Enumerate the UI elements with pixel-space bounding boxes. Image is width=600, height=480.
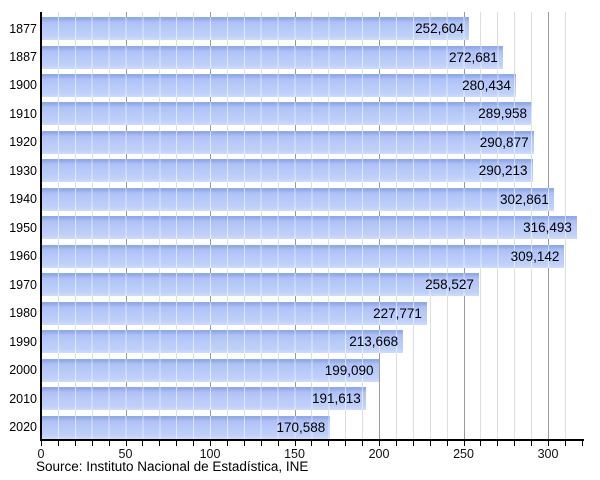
bar-value-label: 290,213 xyxy=(478,163,528,179)
bar: 258,527 xyxy=(42,273,479,297)
category-label: 1990 xyxy=(9,334,37,349)
bar: 272,681 xyxy=(42,45,503,69)
x-axis-tick xyxy=(74,441,76,446)
x-axis-tick-label: 50 xyxy=(118,447,133,461)
bar-value-label: 252,604 xyxy=(415,21,464,36)
x-axis-tick xyxy=(463,441,465,446)
bar: 199,090 xyxy=(42,358,379,382)
x-axis-tick-label: 300 xyxy=(537,447,559,461)
x-axis-tick xyxy=(497,441,499,446)
bar: 170,588 xyxy=(42,415,331,439)
bar: 289,958 xyxy=(42,102,532,126)
bar-value-label: 316,493 xyxy=(523,220,572,236)
x-axis-tick xyxy=(395,441,397,446)
x-axis-tick xyxy=(159,441,161,446)
x-axis-tick-label: 0 xyxy=(37,447,45,461)
bar-value-label: 213,668 xyxy=(349,334,399,350)
category-label: 1980 xyxy=(9,306,37,321)
bar: 302,861 xyxy=(42,187,554,211)
bar: 213,668 xyxy=(42,330,404,354)
category-label: 1950 xyxy=(9,220,37,235)
x-axis-tick xyxy=(480,441,482,446)
x-axis-tick xyxy=(548,441,549,446)
x-axis-tick xyxy=(362,441,364,446)
bar: 309,142 xyxy=(42,244,565,268)
bar: 316,493 xyxy=(42,216,577,240)
bar-value-label: 302,861 xyxy=(499,191,549,207)
bar-value-label: 272,681 xyxy=(448,49,498,65)
category-label: 1960 xyxy=(9,249,37,264)
bar-value-label: 199,090 xyxy=(324,362,374,378)
bar: 290,213 xyxy=(42,159,533,183)
x-axis-tick xyxy=(294,441,296,446)
x-axis-tick xyxy=(193,441,195,446)
x-axis-tick xyxy=(531,441,533,446)
x-axis-tick xyxy=(260,441,262,446)
x-axis-tick xyxy=(581,441,583,446)
x-axis-tick xyxy=(243,441,245,446)
bar-value-label: 290,877 xyxy=(479,134,529,150)
x-axis-tick xyxy=(412,441,414,446)
category-label: 2020 xyxy=(9,420,37,434)
x-axis-tick xyxy=(57,441,59,446)
x-axis-tick xyxy=(564,441,566,446)
x-axis-tick xyxy=(41,441,42,446)
x-axis-tick-label: 200 xyxy=(368,447,390,461)
bar-value-label: 258,527 xyxy=(425,277,474,293)
bar: 191,613 xyxy=(42,387,366,411)
x-axis-tick-label: 250 xyxy=(453,447,474,461)
x-axis-tick-label: 100 xyxy=(199,447,221,461)
x-axis-tick xyxy=(429,441,431,446)
category-label: 1930 xyxy=(9,163,37,178)
x-axis-tick xyxy=(108,441,110,446)
x-axis-tick xyxy=(345,441,347,446)
bar-value-label: 170,588 xyxy=(276,419,326,435)
x-axis-tick xyxy=(311,441,313,446)
bar-value-label: 289,958 xyxy=(478,106,527,122)
bar: 290,877 xyxy=(42,130,534,154)
source-note: Source: Instituto Nacional de Estadístic… xyxy=(36,459,309,474)
bar: 252,604 xyxy=(42,17,469,40)
bar: 227,771 xyxy=(42,301,427,325)
x-axis-tick xyxy=(125,441,127,446)
category-label: 1887 xyxy=(9,50,37,64)
x-axis-tick xyxy=(210,441,211,446)
x-axis-tick xyxy=(226,441,228,446)
x-axis-line xyxy=(40,439,584,441)
category-label: 2010 xyxy=(9,391,37,406)
category-label: 1910 xyxy=(9,106,37,121)
category-label: 1940 xyxy=(9,192,37,207)
x-axis-tick xyxy=(277,441,279,446)
x-axis-tick xyxy=(514,441,516,446)
category-label: 1900 xyxy=(9,78,37,93)
x-axis-tick-label: 150 xyxy=(284,447,305,461)
category-label: 1970 xyxy=(9,277,37,292)
bar-value-label: 227,771 xyxy=(373,305,422,321)
bar-value-label: 280,434 xyxy=(462,77,511,93)
bar-value-label: 309,142 xyxy=(510,248,560,264)
category-label: 1920 xyxy=(9,135,37,150)
category-label: 2000 xyxy=(9,363,37,378)
x-axis-tick xyxy=(446,441,448,446)
x-axis-tick xyxy=(142,441,144,446)
x-axis-tick xyxy=(176,441,178,446)
x-axis-tick xyxy=(91,441,93,446)
x-axis-tick xyxy=(328,441,330,446)
x-axis-tick xyxy=(379,441,380,446)
y-axis-line xyxy=(40,12,42,441)
bar-value-label: 191,613 xyxy=(311,391,361,407)
bar: 280,434 xyxy=(42,73,516,97)
category-label: 1877 xyxy=(9,21,37,36)
